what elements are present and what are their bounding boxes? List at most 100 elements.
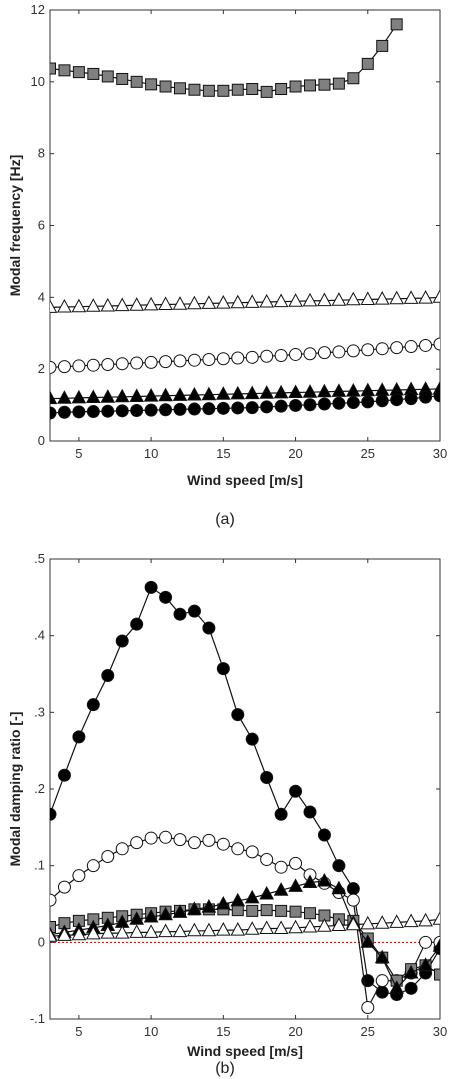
data-point-circle [361, 343, 375, 357]
data-point-circle [115, 634, 129, 648]
y-axis-ticks-a: 0 2 4 6 8 10 12 [31, 2, 440, 448]
data-point-triangle [259, 885, 275, 900]
data-point-square [376, 39, 389, 52]
data-point-square [246, 904, 259, 917]
data-point-circle [390, 393, 404, 407]
data-point-circle [173, 833, 187, 847]
series-group-a [50, 18, 440, 420]
data-point-triangle [158, 387, 173, 402]
data-point-triangle [418, 912, 433, 927]
x-axis-ticks-a: 5 10 15 20 25 30 [75, 10, 447, 461]
series-5 [50, 389, 440, 420]
data-point-circle [245, 845, 259, 859]
data-point-circle [375, 342, 389, 356]
data-point-circle [216, 837, 230, 851]
data-point-square [202, 84, 215, 97]
data-point-square [318, 78, 331, 91]
data-point-square [289, 80, 302, 93]
data-point-triangle [172, 296, 188, 310]
y-axis-ticks-b: -.1 0 .1 .2 .3 .4 .5 [30, 551, 440, 1026]
data-point-circle [346, 893, 360, 907]
data-point-square [304, 907, 316, 920]
x-tick-label: 25 [361, 446, 375, 461]
data-point-triangle [114, 925, 130, 939]
data-point-triangle [143, 924, 159, 938]
data-point-circle [260, 400, 274, 414]
chart-panel-b: 5 10 15 20 25 30 -.1 0 .1 .2 .3 .4 .5 Wind speed [m… [7, 551, 447, 1077]
plot-frame-b [49, 558, 441, 1020]
data-point-triangle [418, 290, 433, 304]
data-point-triangle [215, 922, 231, 936]
data-point-triangle [432, 938, 440, 952]
chart-panel-a: 5 10 15 20 25 30 0 2 4 6 8 10 12 Wind speed [m/s] M… [7, 2, 447, 528]
data-point-circle [101, 849, 115, 863]
series-4 [50, 872, 440, 994]
data-point-circle [274, 860, 288, 874]
data-point-circle [332, 345, 346, 359]
data-point-square [260, 904, 273, 917]
data-point-triangle [374, 382, 390, 396]
y-tick-label: .5 [34, 551, 45, 566]
data-point-triangle [187, 901, 202, 915]
data-point-square [361, 57, 374, 70]
data-point-triangle [114, 388, 130, 403]
data-point-triangle [71, 926, 87, 941]
data-point-circle [289, 856, 303, 870]
data-point-circle [332, 396, 346, 410]
data-point-triangle [345, 916, 361, 931]
data-point-triangle [288, 919, 303, 934]
series-4 [50, 380, 440, 405]
x-tick-label: 5 [75, 1024, 82, 1039]
data-point-circle [231, 401, 245, 415]
data-point-triangle [389, 980, 405, 994]
data-point-circle [231, 351, 245, 365]
x-axis-label-b: Wind speed [m/s] [187, 1043, 303, 1059]
data-point-circle [433, 389, 440, 403]
data-point-circle [260, 349, 274, 363]
data-point-triangle [71, 298, 87, 313]
data-point-triangle [389, 914, 405, 928]
data-point-triangle [244, 294, 260, 308]
data-point-circle [346, 396, 360, 410]
data-point-circle [361, 395, 375, 409]
data-point-triangle [230, 385, 246, 400]
data-point-triangle [57, 390, 72, 404]
data-point-triangle [244, 889, 260, 904]
data-point-triangle [71, 389, 87, 404]
x-tick-label: 5 [75, 446, 82, 461]
data-point-triangle [201, 899, 217, 913]
x-tick-label: 15 [216, 1024, 230, 1039]
data-point-circle [419, 935, 433, 949]
y-tick-label: 6 [38, 218, 45, 233]
data-point-triangle [100, 389, 116, 403]
y-tick-label: -.1 [30, 1011, 45, 1026]
data-point-circle [419, 390, 433, 404]
data-point-triangle [172, 904, 188, 918]
series-2 [50, 289, 440, 313]
data-point-circle [72, 405, 86, 419]
data-point-triangle [201, 922, 217, 937]
data-point-triangle [374, 291, 390, 305]
data-point-circle [274, 399, 288, 413]
data-point-circle [173, 607, 187, 621]
data-point-triangle [259, 920, 275, 934]
data-point-triangle [100, 297, 116, 312]
data-point-triangle [244, 921, 260, 935]
data-point-triangle [114, 297, 130, 312]
data-point-triangle [230, 892, 246, 907]
data-point-triangle [331, 880, 347, 895]
data-point-circle [375, 394, 389, 408]
x-tick-label: 20 [288, 446, 302, 461]
data-point-triangle [129, 924, 145, 938]
data-point-triangle [230, 922, 246, 936]
data-point-triangle [273, 882, 289, 896]
x-tick-label: 30 [433, 1024, 447, 1039]
data-point-triangle [85, 925, 101, 940]
series-line [50, 908, 440, 982]
x-axis-label-a: Wind speed [m/s] [187, 472, 303, 488]
series-line [50, 586, 440, 996]
data-point-circle [231, 842, 245, 856]
series-line [50, 343, 440, 368]
data-point-circle [274, 807, 288, 821]
data-point-circle [72, 869, 86, 883]
